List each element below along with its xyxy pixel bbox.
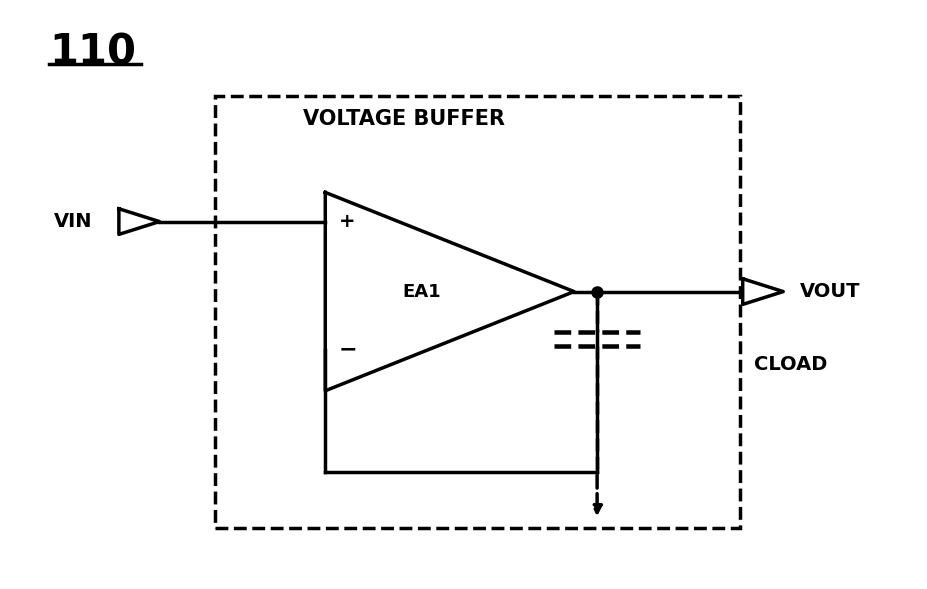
Text: EA1: EA1 (402, 283, 441, 300)
Bar (215, 96, 740, 528)
Text: VOLTAGE BUFFER: VOLTAGE BUFFER (302, 110, 504, 130)
Text: 110: 110 (49, 32, 136, 74)
Text: VOUT: VOUT (800, 282, 860, 301)
Text: +: + (339, 212, 356, 231)
Polygon shape (743, 279, 783, 305)
Text: VIN: VIN (54, 212, 92, 231)
Text: −: − (339, 340, 358, 360)
Text: CLOAD: CLOAD (754, 355, 827, 374)
Polygon shape (119, 209, 159, 234)
